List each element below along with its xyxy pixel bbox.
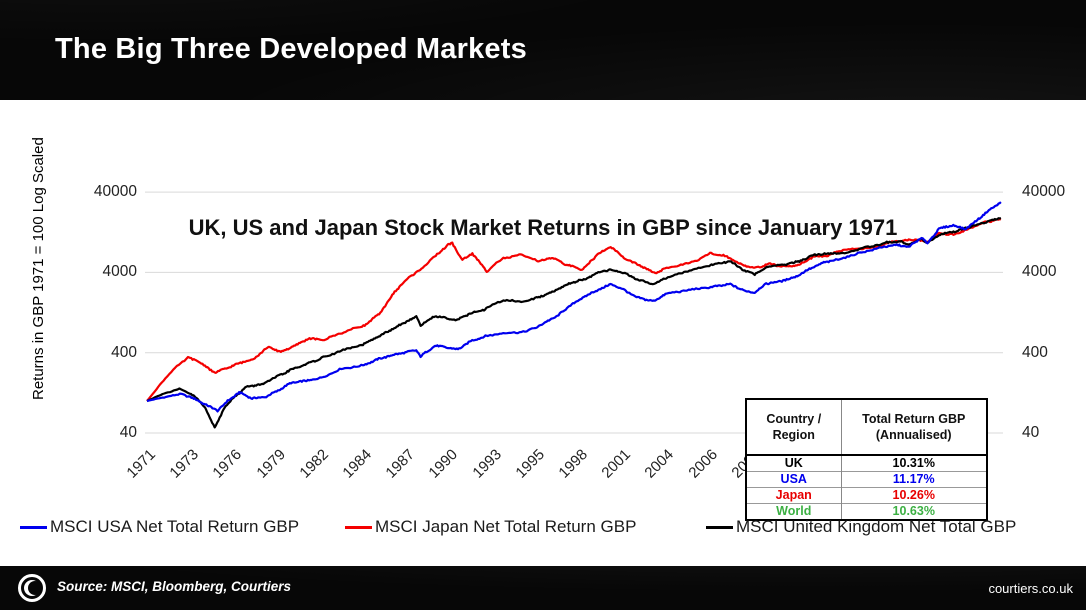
table-cell-country: World xyxy=(746,503,841,520)
series-line-uk xyxy=(146,217,1002,429)
table-cell-country: USA xyxy=(746,471,841,488)
legend-label: MSCI Japan Net Total Return GBP xyxy=(375,517,637,536)
y-tick-label-right: 40 xyxy=(1022,424,1040,441)
returns-table-header-country: Country / Region xyxy=(746,399,841,456)
y-tick-label-right: 40000 xyxy=(1022,183,1066,201)
legend-item: MSCI USA Net Total Return GBP xyxy=(20,517,299,537)
series-line-usa xyxy=(146,201,1002,413)
legend-swatch xyxy=(345,525,372,529)
table-row-uk: UK 10.31% xyxy=(746,455,987,472)
table-row-world: World 10.63% xyxy=(746,503,987,520)
legend-item: MSCI United Kingdom Net Total GBP xyxy=(706,517,1016,537)
y-tick-label-right: 4000 xyxy=(1022,263,1057,281)
header-band: The Big Three Developed Markets xyxy=(0,0,1086,100)
table-cell-country: Japan xyxy=(746,487,841,504)
legend-label: MSCI USA Net Total Return GBP xyxy=(50,517,300,536)
legend-item: MSCI Japan Net Total Return GBP xyxy=(345,517,636,537)
website-url: courtiers.co.uk xyxy=(988,581,1073,596)
table-row-japan: Japan 10.26% xyxy=(746,487,987,504)
chart-title: UK, US and Japan Stock Market Returns in… xyxy=(188,215,898,240)
series-line-japan xyxy=(146,217,1002,402)
returns-table: Country / Region Total Return GBP (Annua… xyxy=(745,398,988,521)
y-tick-label-left: 40000 xyxy=(93,183,137,201)
legend-swatch xyxy=(706,525,733,529)
returns-table-header-row: Country / Region Total Return GBP (Annua… xyxy=(746,399,987,456)
legend-swatch xyxy=(20,525,47,529)
table-cell-return: 10.63% xyxy=(840,503,987,520)
table-row-usa: USA 11.17% xyxy=(746,471,987,488)
y-tick-label-left: 4000 xyxy=(102,263,137,281)
table-cell-return: 11.17% xyxy=(840,471,987,488)
y-tick-label-right: 400 xyxy=(1022,343,1048,361)
source-text: Source: MSCI, Bloomberg, Courtiers xyxy=(57,579,292,594)
footer-band: Source: MSCI, Bloomberg, Courtiers court… xyxy=(0,566,1086,610)
table-cell-return: 10.26% xyxy=(840,487,987,504)
table-cell-country: UK xyxy=(784,456,803,470)
y-tick-label-left: 40 xyxy=(119,424,137,441)
page-title: The Big Three Developed Markets xyxy=(55,33,527,65)
legend-label: MSCI United Kingdom Net Total GBP xyxy=(736,517,1017,536)
courtiers-logo-icon xyxy=(18,574,46,602)
table-cell-return: 10.31% xyxy=(840,455,987,472)
y-tick-label-left: 400 xyxy=(111,343,137,361)
returns-table-header-return: Total Return GBP (Annualised) xyxy=(840,399,987,456)
